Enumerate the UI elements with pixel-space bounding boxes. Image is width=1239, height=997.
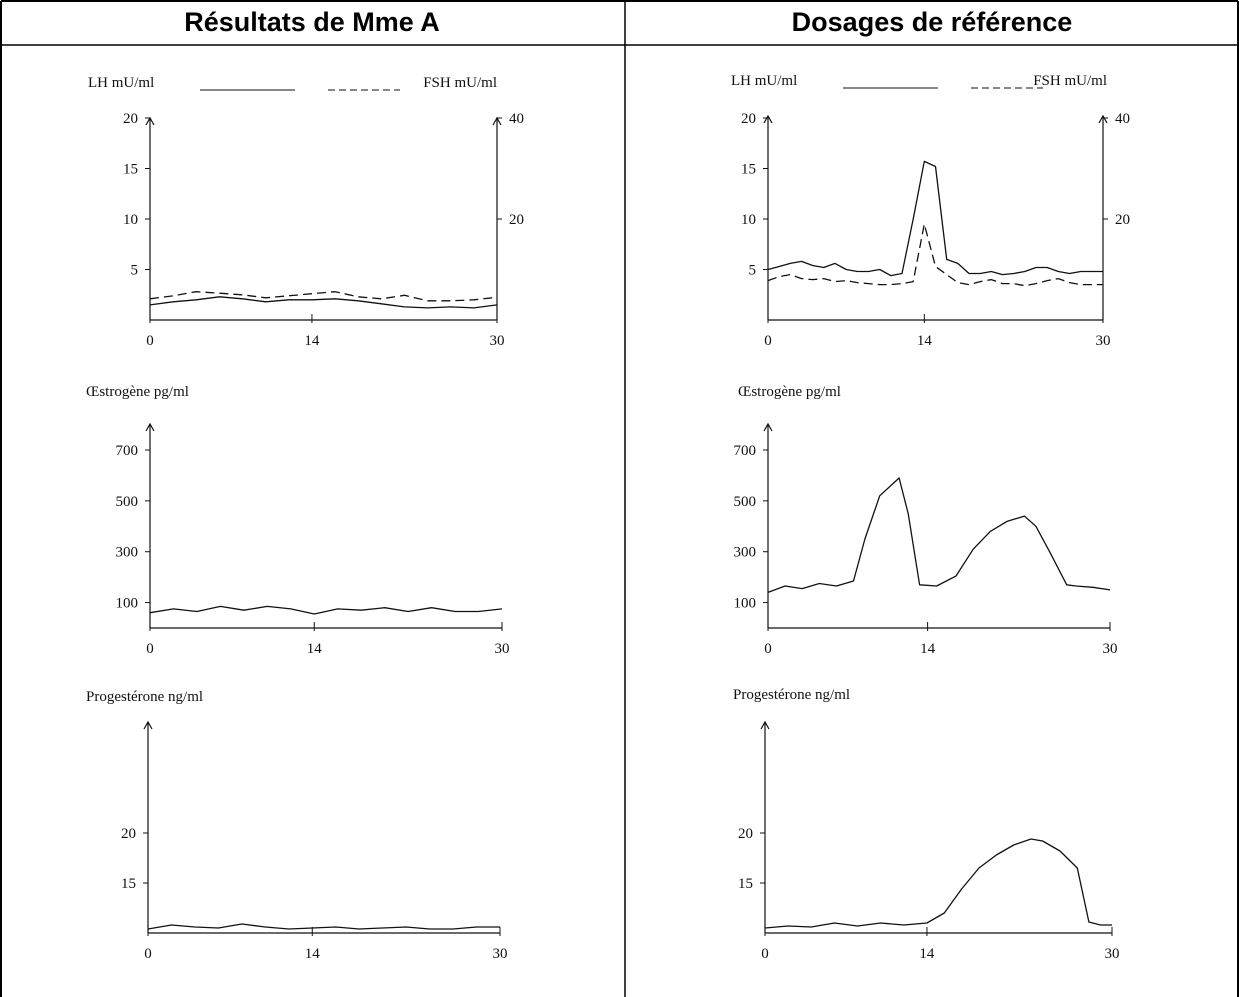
x-tick-label: 14 [307, 641, 323, 657]
series-line-main [149, 605, 503, 615]
y2-tick-label: 20 [509, 212, 524, 228]
y-axis-arrow [763, 114, 773, 124]
y-tick-label: 15 [121, 876, 136, 892]
x-tick-label: 0 [761, 946, 769, 962]
x-tick-label: 14 [305, 946, 321, 962]
x-tick-label: 14 [304, 333, 320, 349]
x-tick-label: 0 [146, 333, 154, 349]
y-tick-label: 20 [123, 111, 138, 127]
series-line-fsh [149, 291, 498, 302]
series-line-fsh [767, 223, 1103, 287]
y-tick-label: 10 [123, 212, 138, 228]
x-tick-label: 14 [919, 946, 935, 962]
y-tick-label: 10 [741, 212, 756, 228]
series-line-main [767, 477, 1111, 594]
x-tick-label: 30 [490, 333, 505, 349]
y-axis-label: LH mU/ml [731, 73, 797, 89]
y-tick-label: 100 [734, 596, 757, 612]
y-tick-label: 300 [116, 545, 139, 561]
y-tick-label: 700 [116, 443, 139, 459]
y-axis-label: Progestérone ng/ml [733, 687, 850, 703]
y2-axis-label: FSH mU/ml [1033, 73, 1107, 89]
y-tick-label: 20 [121, 826, 136, 842]
y-axis-label: Progestérone ng/ml [86, 689, 203, 705]
y2-tick-label: 20 [1115, 212, 1130, 228]
chart-1: LH mU/ml FSH mU/ml 20 40 5 10 15 20 0 14 30 [88, 75, 524, 349]
x-tick-label: 0 [144, 946, 152, 962]
x-tick-label: 30 [493, 946, 508, 962]
chart-4: Œstrogène pg/ml 100 300 500 700 0 14 30 [734, 384, 1118, 657]
x-tick-label: 0 [146, 641, 154, 657]
y-tick-label: 300 [734, 545, 757, 561]
y-tick-label: 15 [123, 162, 138, 178]
y-tick-label: 100 [116, 596, 139, 612]
y-axis-arrow [763, 422, 773, 432]
y2-axis-label: FSH mU/ml [423, 75, 497, 91]
y-tick-label: 15 [738, 876, 753, 892]
x-tick-label: 0 [764, 333, 772, 349]
x-tick-label: 30 [1096, 333, 1111, 349]
y-tick-label: 500 [734, 494, 757, 510]
y-axis-arrow [145, 422, 155, 432]
y2-axis-arrow [1098, 114, 1108, 124]
y-axis-arrow [760, 720, 770, 730]
series-line-lh [149, 296, 498, 309]
series-line-main [147, 923, 500, 930]
chart-5: Progestérone ng/ml 15 20 0 14 30 [86, 689, 508, 962]
x-tick-label: 30 [495, 641, 510, 657]
header-left: Résultats de Mme A [184, 6, 440, 37]
x-tick-label: 14 [917, 333, 933, 349]
y-tick-label: 5 [749, 263, 757, 279]
series-line-main [764, 838, 1112, 929]
x-tick-label: 14 [920, 641, 936, 657]
x-tick-label: 30 [1103, 641, 1118, 657]
y-tick-label: 20 [741, 111, 756, 127]
y-axis-label: LH mU/ml [88, 75, 154, 91]
x-tick-label: 0 [764, 641, 772, 657]
chart-3: Œstrogène pg/ml 100 300 500 700 0 14 30 [86, 384, 510, 657]
header-right: Dosages de référence [791, 6, 1073, 37]
y-tick-label: 500 [116, 494, 139, 510]
y2-tick-label: 40 [1115, 111, 1130, 127]
y-tick-label: 5 [131, 263, 139, 279]
y2-tick-label: 40 [509, 111, 524, 127]
series-line-lh [767, 160, 1103, 277]
chart-2: LH mU/ml FSH mU/ml 20 40 5 10 15 20 0 14 30 [731, 73, 1130, 349]
y-tick-label: 15 [741, 162, 756, 178]
y-tick-label: 700 [734, 443, 757, 459]
y-axis-arrow [143, 720, 153, 730]
chart-6: Progestérone ng/ml 15 20 0 14 30 [733, 687, 1120, 962]
y-axis-label: Œstrogène pg/ml [738, 384, 841, 400]
y-axis-label: Œstrogène pg/ml [86, 384, 189, 400]
y-tick-label: 20 [738, 826, 753, 842]
x-tick-label: 30 [1105, 946, 1120, 962]
